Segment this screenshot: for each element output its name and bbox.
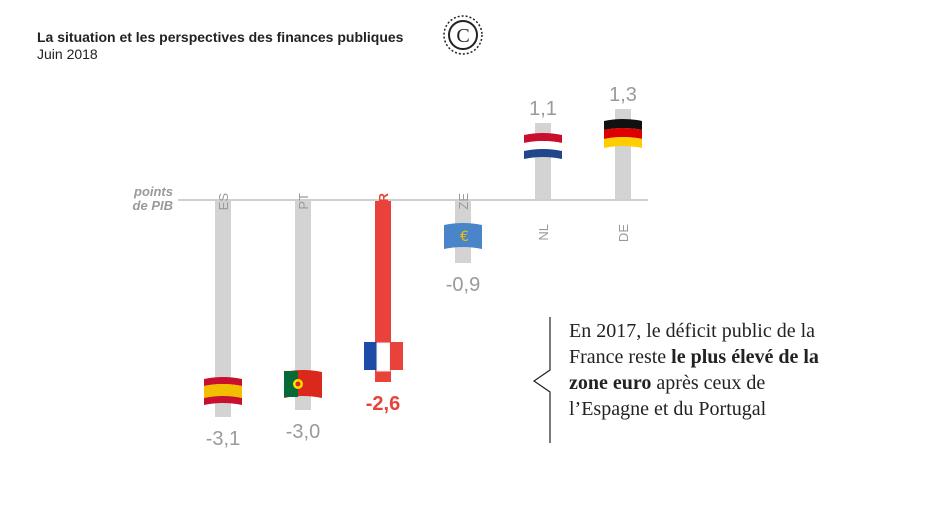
category-label-es: ES (216, 193, 231, 211)
callout-text: En 2017, le déficit public de la France … (569, 318, 839, 422)
value-label-fr: -2,6 (366, 393, 400, 415)
spain-flag-icon (204, 377, 242, 405)
netherlands-flag-icon (524, 133, 562, 159)
category-label-nl: NL (536, 224, 551, 241)
callout-text-bold: le plus élevé de la zone euro (569, 346, 819, 394)
value-label-pt: -3,0 (286, 421, 320, 443)
category-label-pt: PT (296, 193, 311, 210)
y-axis-label-line1: points (133, 184, 173, 199)
category-label-fr: FR (376, 192, 391, 210)
callout-bracket (532, 317, 551, 443)
bar-es (215, 200, 231, 417)
bar-pt (295, 200, 311, 410)
y-axis-label-line2: de PIB (133, 198, 173, 213)
category-label-de: DE (616, 224, 631, 242)
callout-text-part1: En 2017, le déficit public de la France … (569, 320, 816, 368)
bar-fr (375, 200, 391, 382)
value-label-es: -3,1 (206, 428, 240, 450)
germany-flag-icon (604, 119, 642, 148)
chart-subtitle: Juin 2018 (37, 46, 98, 62)
banque-de-france-logo-icon: C (443, 15, 483, 55)
category-label-ze: ZE (456, 193, 471, 210)
chart-title: La situation et les perspectives des fin… (37, 29, 404, 45)
euro-flag-icon: € (444, 223, 482, 249)
france-flag-icon (364, 342, 403, 372)
value-label-nl: 1,1 (529, 98, 557, 120)
callout-text-part2: après ceux de l’Espagne et du Portugal (569, 372, 767, 420)
value-label-de: 1,3 (609, 84, 637, 106)
value-label-ze: -0,9 (446, 274, 480, 296)
logo-letter: C (456, 25, 469, 47)
euro-symbol-icon: € (460, 229, 469, 245)
portugal-flag-icon (284, 370, 322, 398)
